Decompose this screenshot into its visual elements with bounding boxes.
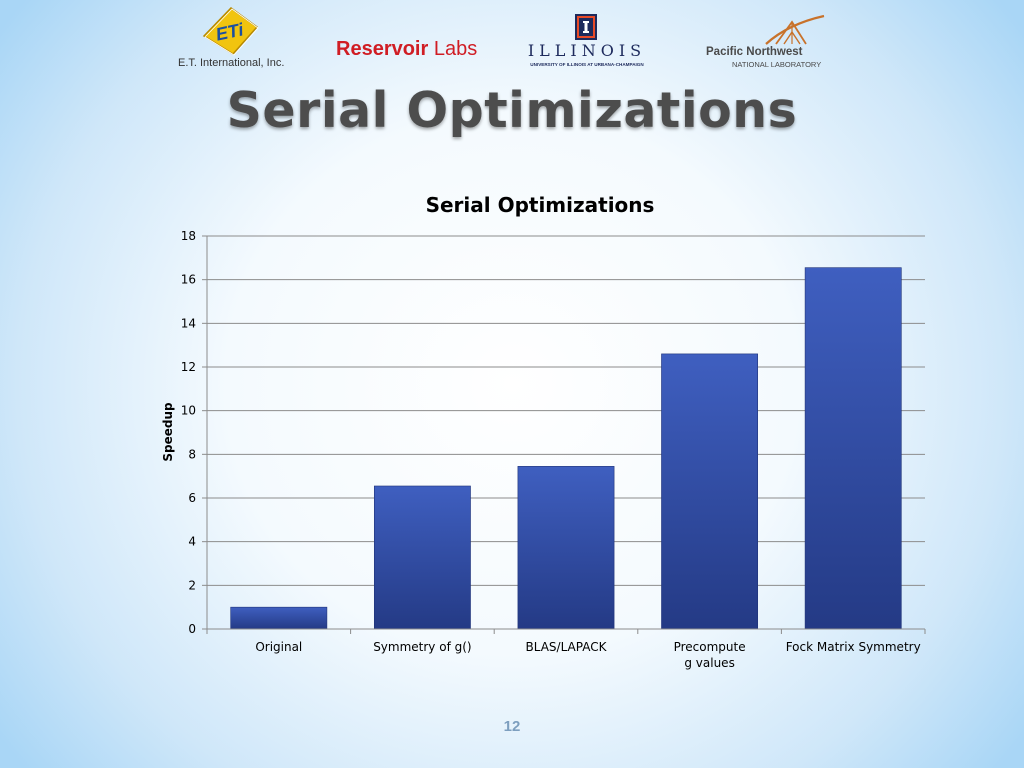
x-tick-label: g values	[684, 656, 734, 670]
y-tick-label: 8	[188, 447, 196, 461]
y-tick-label: 12	[181, 360, 196, 374]
y-axis-label: Speedup	[161, 402, 175, 462]
pnnl-swoosh-icon	[765, 14, 825, 45]
x-tick-label: Symmetry of g()	[373, 640, 471, 654]
pnnl-name: Pacific Northwest	[706, 46, 803, 58]
slide-title: Serial Optimizations	[226, 82, 798, 139]
page-number: 12	[503, 718, 521, 735]
logo-bar: ETi E.T. International, Inc. Reservoir L…	[0, 0, 1024, 80]
bar	[230, 606, 328, 630]
y-tick-label: 16	[181, 273, 196, 287]
eti-caption: E.T. International, Inc.	[178, 57, 285, 69]
illinois-wordmark: ILLINOIS	[527, 41, 647, 60]
bar	[804, 267, 902, 630]
bar	[373, 485, 471, 630]
y-tick-label: 14	[181, 316, 196, 330]
reservoir-name: Reservoir	[336, 38, 429, 60]
bars	[230, 267, 902, 630]
x-tick-label: Precompute	[674, 640, 746, 654]
reservoir-suffix: Labs	[433, 38, 478, 60]
reservoir-labs-logo: Reservoir Labs	[336, 38, 477, 61]
illinois-subtitle: UNIVERSITY OF ILLINOIS AT URBANA-CHAMPAI…	[530, 62, 644, 67]
pnnl-subtitle: NATIONAL LABORATORY	[732, 60, 822, 69]
illinois-shield-icon	[575, 14, 597, 40]
x-tick-label: BLAS/LAPACK	[526, 640, 608, 654]
y-tick-label: 4	[188, 535, 196, 549]
tick-labels: 0 2 4 6 8 10 12 14 16 18 Original Symmetry of g() BL…	[181, 229, 921, 670]
y-tick-label: 18	[181, 229, 196, 243]
y-tick-label: 0	[188, 622, 196, 636]
axes	[202, 235, 926, 634]
y-tick-label: 6	[188, 491, 196, 505]
y-tick-label: 10	[181, 404, 196, 418]
bar	[517, 466, 615, 630]
y-tick-label: 2	[188, 578, 196, 592]
illinois-logo: ILLINOIS UNIVERSITY OF ILLINOIS AT URBAN…	[516, 14, 658, 72]
bar	[661, 353, 759, 630]
eti-badge-icon: ETi	[202, 7, 259, 56]
chart-title: Serial Optimizations	[426, 193, 655, 217]
x-tick-label: Original	[255, 640, 302, 654]
eti-logo: ETi E.T. International, Inc.	[178, 6, 298, 72]
pnnl-logo: Pacific Northwest NATIONAL LABORATORY	[706, 14, 834, 70]
x-tick-label: Fock Matrix Symmetry	[786, 640, 921, 654]
